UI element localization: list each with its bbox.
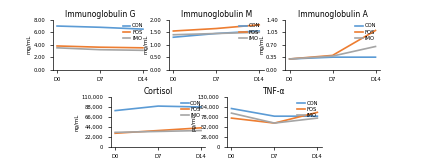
Title: Immunoglobulin A: Immunoglobulin A xyxy=(298,10,368,19)
Legend: CON, FOS, IMO: CON, FOS, IMO xyxy=(238,22,261,42)
Title: Immunoglobulin M: Immunoglobulin M xyxy=(181,10,252,19)
Y-axis label: pg/mL: pg/mL xyxy=(191,113,196,131)
Legend: CON, FOS, IMO: CON, FOS, IMO xyxy=(180,100,203,119)
Legend: CON, FOS, IMO: CON, FOS, IMO xyxy=(122,22,145,42)
Y-axis label: mg/mL: mg/mL xyxy=(260,35,265,54)
Title: Cortisol: Cortisol xyxy=(143,87,173,96)
Legend: CON, FOS, IMO: CON, FOS, IMO xyxy=(296,100,319,119)
Title: TNF-α: TNF-α xyxy=(263,87,286,96)
Legend: CON, FOS, IMO: CON, FOS, IMO xyxy=(354,22,377,42)
Title: Immunoglobulin G: Immunoglobulin G xyxy=(65,10,135,19)
Y-axis label: mg/mL: mg/mL xyxy=(27,35,32,54)
Y-axis label: mg/mL: mg/mL xyxy=(143,35,148,54)
Y-axis label: ng/mL: ng/mL xyxy=(75,113,80,131)
